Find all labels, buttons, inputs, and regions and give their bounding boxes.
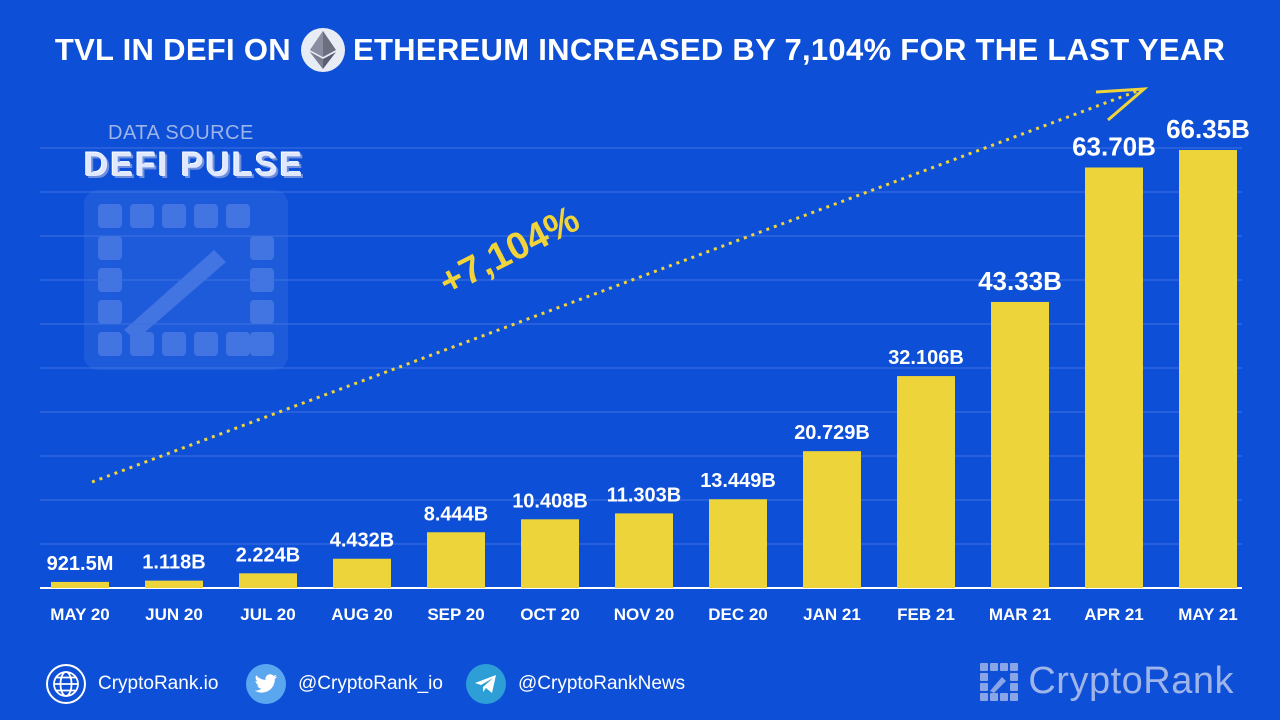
bar-may-21 (1179, 150, 1237, 588)
bar-feb-21 (897, 376, 955, 588)
bar-sep-20 (427, 532, 485, 588)
bar-dec-20 (709, 499, 767, 588)
bar-nov-20 (615, 513, 673, 588)
globe-icon (46, 664, 86, 704)
telegram-icon (466, 664, 506, 704)
x-tick-label: APR 21 (1084, 605, 1144, 624)
bar-jun-20 (145, 580, 203, 588)
bar-apr-21 (1085, 167, 1143, 588)
twitter-handle: @CryptoRank_io (298, 673, 443, 694)
twitter-link[interactable]: @CryptoRank_io (246, 664, 443, 704)
twitter-icon (246, 664, 286, 704)
cryptorank-brand: CryptoRank (980, 660, 1234, 703)
bar-jul-20 (239, 573, 297, 588)
bar-jan-21 (803, 451, 861, 588)
website-text: CryptoRank.io (98, 673, 219, 694)
x-tick-label: OCT 20 (520, 605, 580, 624)
x-tick-label: MAY 21 (1178, 605, 1238, 624)
data-label: 43.33B (978, 266, 1062, 296)
x-tick-label: DEC 20 (708, 605, 768, 624)
title-suffix: ETHEREUM INCREASED BY 7,104% FOR THE LAS… (352, 32, 1226, 67)
cryptorank-logo-icon (980, 662, 1019, 701)
data-label: 32.106B (888, 347, 964, 369)
x-tick-label: SEP 20 (427, 605, 484, 624)
bar-aug-20 (333, 558, 391, 588)
telegram-link[interactable]: @CryptoRankNews (466, 664, 685, 704)
telegram-handle: @CryptoRankNews (518, 673, 686, 694)
ethereum-icon (300, 28, 345, 72)
x-tick-label: NOV 20 (614, 605, 674, 624)
x-tick-label: MAY 20 (50, 605, 110, 624)
bar-mar-21 (991, 301, 1049, 588)
data-label: 63.70B (1072, 131, 1156, 161)
trend-arrowhead (1095, 87, 1149, 122)
footer: CryptoRank.io @CryptoRank_io @CryptoRank… (0, 660, 1280, 710)
bar-may-20 (51, 581, 109, 588)
bar-oct-20 (521, 519, 579, 588)
data-label: 20.729B (794, 422, 870, 444)
data-label: 8.444B (424, 503, 489, 525)
data-label: 13.449B (700, 470, 776, 492)
x-tick-label: JUL 20 (240, 605, 295, 624)
brand-name: CryptoRank (1028, 660, 1234, 702)
data-label: 66.35B (1166, 114, 1250, 144)
data-source-name: DEFI PULSE (84, 146, 305, 184)
data-label: 2.224B (236, 544, 301, 566)
data-label: 10.408B (512, 490, 588, 512)
x-tick-label: FEB 21 (897, 605, 955, 624)
x-tick-label: AUG 20 (331, 605, 392, 624)
trend-line (91, 88, 1141, 484)
data-label: 4.432B (330, 530, 395, 552)
chart-title: TVL IN DEFI ON ETHEREUM INCREASED BY 7,1… (0, 28, 1280, 72)
data-label: 1.118B (142, 552, 205, 574)
data-source-label: DATA SOURCE (108, 122, 254, 144)
title-prefix: TVL IN DEFI ON (54, 32, 291, 67)
data-label: 11.303B (607, 484, 682, 506)
x-tick-label: JUN 20 (145, 605, 203, 624)
data-label: 921.5M (47, 553, 114, 575)
website-link[interactable]: CryptoRank.io (46, 664, 218, 704)
x-tick-label: JAN 21 (803, 605, 861, 624)
x-tick-label: MAR 21 (989, 605, 1051, 624)
